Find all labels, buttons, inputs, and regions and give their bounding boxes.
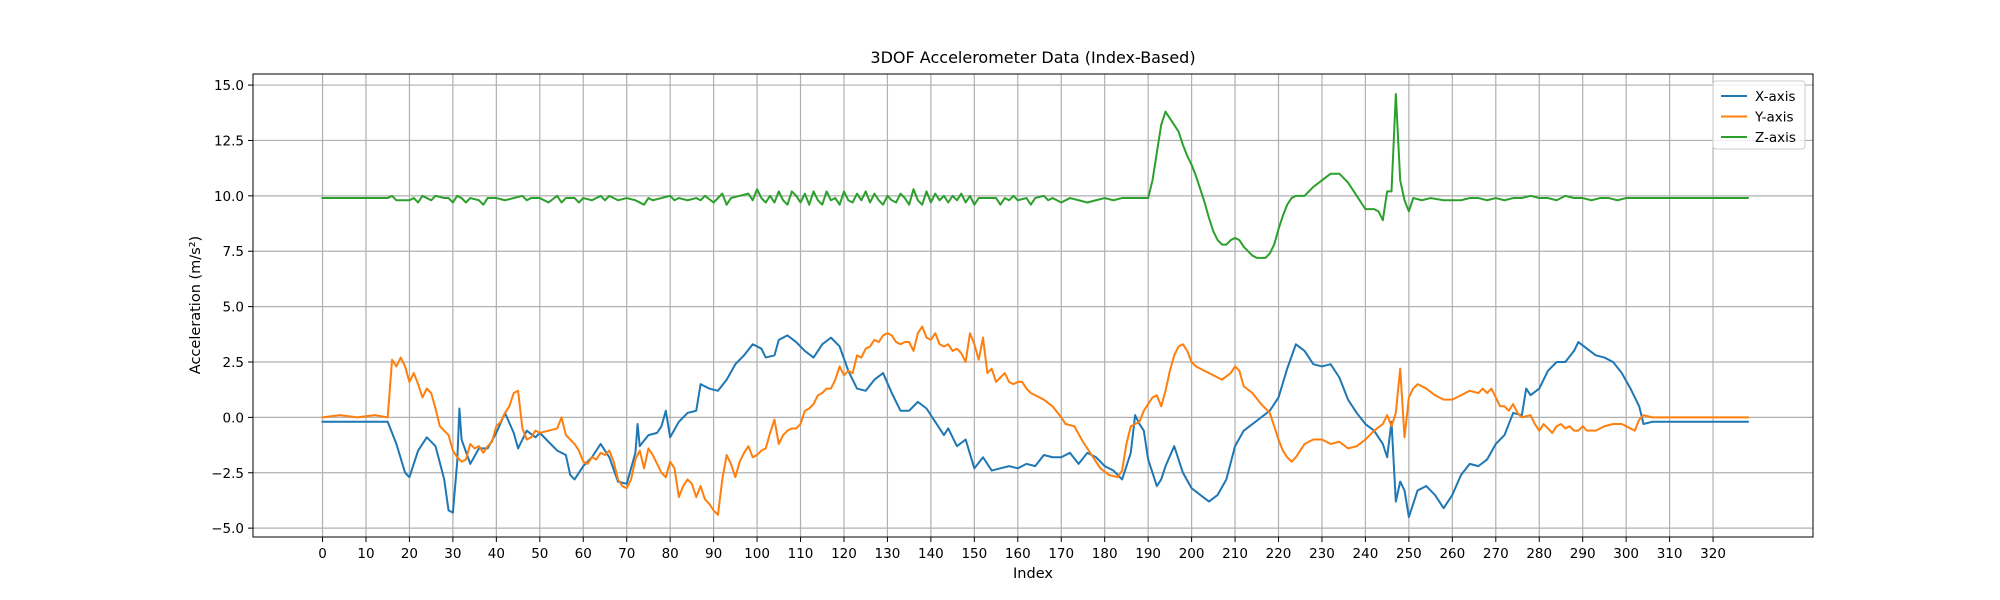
- y-tick-label: 7.5: [223, 244, 244, 260]
- series-line-z-axis: [321, 92, 1749, 259]
- legend-label-x-axis: X-axis: [1755, 89, 1796, 105]
- x-tick-label: 260: [1439, 546, 1465, 562]
- y-axis-label: Acceleration (m/s²): [188, 236, 204, 374]
- x-tick-label: 160: [1005, 546, 1031, 562]
- x-tick-label: 90: [705, 546, 722, 562]
- series-line-x-axis: [321, 334, 1749, 519]
- x-axis-label: Index: [1013, 566, 1053, 582]
- x-tick-label: 20: [401, 546, 418, 562]
- y-tick-label: 5.0: [223, 300, 244, 316]
- x-gridlines: [321, 74, 1714, 537]
- x-tick-label: 140: [918, 546, 944, 562]
- x-tick-label: 240: [1353, 546, 1379, 562]
- plot-area-frame: [252, 73, 1814, 538]
- x-tick-label: 210: [1222, 546, 1248, 562]
- series-line-y-axis: [321, 325, 1749, 516]
- y-tick-label: 15.0: [214, 78, 244, 94]
- chart-title: 3DOF Accelerometer Data (Index-Based): [870, 48, 1195, 67]
- x-tick-label: 30: [444, 546, 461, 562]
- x-tick-label: 300: [1613, 546, 1639, 562]
- x-tick-label: 290: [1570, 546, 1596, 562]
- legend: X-axis Y-axis Z-axis: [1712, 80, 1806, 150]
- x-tick-label: 280: [1526, 546, 1552, 562]
- y-tick-label: 2.5: [223, 355, 244, 371]
- x-tick-label: 110: [788, 546, 814, 562]
- x-tick-label: 120: [831, 546, 857, 562]
- x-tick-label: 70: [618, 546, 635, 562]
- x-tick-label: 0: [318, 546, 327, 562]
- plot-lines: [321, 92, 1749, 519]
- legend-label-z-axis: Z-axis: [1755, 130, 1796, 146]
- x-tick-label: 270: [1483, 546, 1509, 562]
- x-tick-label: 320: [1700, 546, 1726, 562]
- y-tick-label: 0.0: [223, 410, 244, 426]
- x-tick-label: 100: [744, 546, 770, 562]
- y-axis-ticks: −5.0 −2.5 0.0 2.5 5.0 7.5 10.0 12.5 15.0: [211, 78, 253, 537]
- x-tick-label: 130: [875, 546, 901, 562]
- x-tick-label: 190: [1135, 546, 1161, 562]
- x-tick-label: 230: [1309, 546, 1335, 562]
- x-tick-label: 50: [531, 546, 548, 562]
- x-tick-label: 250: [1396, 546, 1422, 562]
- x-tick-label: 10: [357, 546, 374, 562]
- x-tick-label: 170: [1048, 546, 1074, 562]
- x-tick-label: 80: [662, 546, 679, 562]
- legend-box: [1712, 80, 1806, 150]
- x-tick-label: 150: [961, 546, 987, 562]
- y-tick-label: 12.5: [214, 133, 244, 149]
- y-gridlines: [253, 84, 1813, 529]
- y-tick-label: −5.0: [211, 521, 244, 537]
- x-tick-label: 40: [488, 546, 505, 562]
- x-tick-label: 60: [575, 546, 592, 562]
- x-tick-label: 310: [1657, 546, 1683, 562]
- y-tick-label: 10.0: [214, 189, 244, 205]
- legend-label-y-axis: Y-axis: [1754, 110, 1794, 126]
- y-tick-label: −2.5: [211, 466, 244, 482]
- x-tick-label: 200: [1179, 546, 1205, 562]
- x-axis-ticks: 0 10 20 30 40 50 60 70 80 90 100 110 120 130 140 150 160…: [318, 537, 1726, 562]
- x-tick-label: 180: [1092, 546, 1118, 562]
- x-tick-label: 220: [1266, 546, 1292, 562]
